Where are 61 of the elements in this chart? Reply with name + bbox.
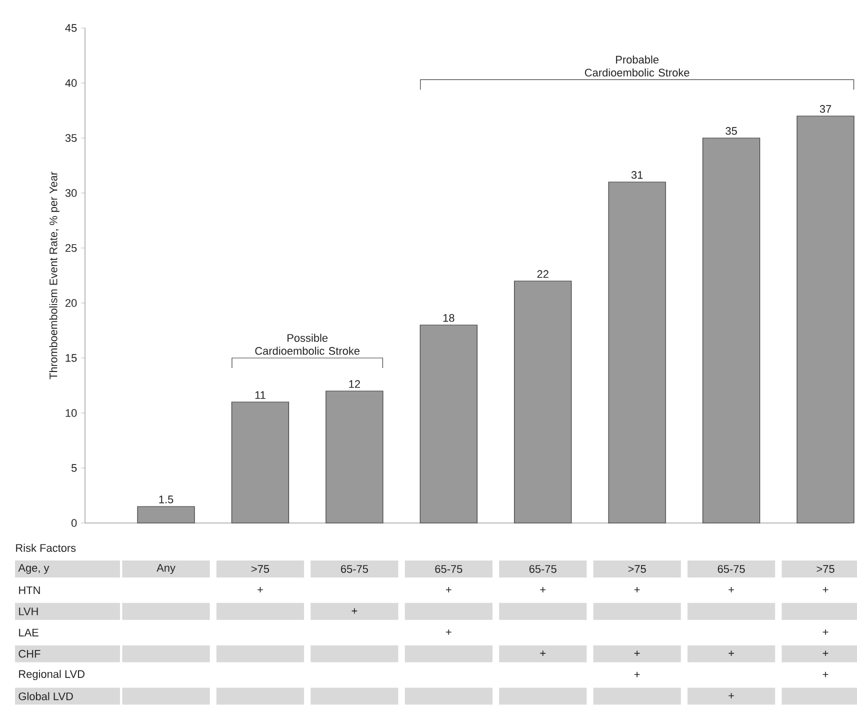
text: + [822, 672, 828, 678]
text: + [352, 608, 358, 614]
x-tick-label: 65-75 [529, 565, 556, 573]
y-tick-label: 15 [66, 354, 77, 362]
x-axis-title: Age, y [18, 564, 50, 574]
x-tick-label: 65-75 [340, 565, 368, 573]
x-tick-label: >75 [251, 565, 270, 573]
annotation: Possible Cardioembolic Stroke [255, 334, 360, 355]
bar [702, 138, 760, 524]
y-tick-label: LVH [19, 608, 38, 616]
chart-title: Risk Factors [16, 544, 76, 552]
x-tick-label: >75 [816, 565, 834, 573]
annotation: Probable Cardioembolic Stroke [584, 56, 690, 76]
bar [137, 506, 195, 524]
data-label: 22 [537, 270, 548, 278]
text: + [634, 650, 640, 656]
data-label: 1.5 [159, 496, 174, 504]
data-label: 31 [631, 171, 643, 179]
data-label: 12 [349, 380, 360, 388]
y-tick-label: 35 [65, 134, 77, 142]
y-tick-label: CHF [18, 650, 40, 658]
y-tick-label: 45 [65, 24, 77, 32]
text: + [822, 587, 828, 592]
y-tick-label: 40 [65, 79, 77, 87]
data-label: 18 [443, 314, 454, 322]
x-tick-label: >75 [628, 565, 646, 573]
y-axis-title: Thromboembolism Event Rate, % per Year [49, 172, 60, 380]
y-tick-label: 5 [71, 464, 77, 472]
text: + [822, 629, 828, 635]
data-label: 35 [726, 127, 737, 135]
y-tick-label: 25 [66, 244, 77, 252]
y-tick-label: LAE [19, 628, 38, 636]
text: + [540, 587, 546, 592]
x-tick-label: 65-75 [435, 565, 462, 573]
text: + [822, 650, 828, 656]
text: + [446, 629, 452, 635]
text: + [258, 587, 263, 592]
x-tick-label: Any [156, 564, 176, 574]
y-tick-label: 10 [66, 409, 77, 417]
y-tick-label: 0 [71, 519, 77, 527]
y-tick-label: 30 [65, 189, 77, 197]
bar [420, 324, 478, 524]
text: + [540, 650, 546, 656]
bar [231, 402, 290, 524]
y-tick-label: 20 [66, 299, 77, 307]
text: + [634, 587, 640, 592]
data-label: 37 [820, 105, 832, 113]
bar [514, 280, 572, 524]
text: + [634, 672, 640, 678]
bar [796, 116, 854, 524]
data-label: 11 [255, 391, 266, 399]
bar [608, 182, 666, 524]
text: + [728, 650, 734, 656]
text: + [728, 693, 734, 698]
y-tick-label: HTN [19, 586, 40, 594]
y-tick-label: Global LVD [18, 692, 73, 700]
bar [326, 390, 384, 524]
text: + [446, 587, 452, 592]
y-tick-label: Regional LVD [19, 670, 84, 680]
x-tick-label: 65-75 [718, 565, 745, 573]
text: + [728, 587, 734, 592]
